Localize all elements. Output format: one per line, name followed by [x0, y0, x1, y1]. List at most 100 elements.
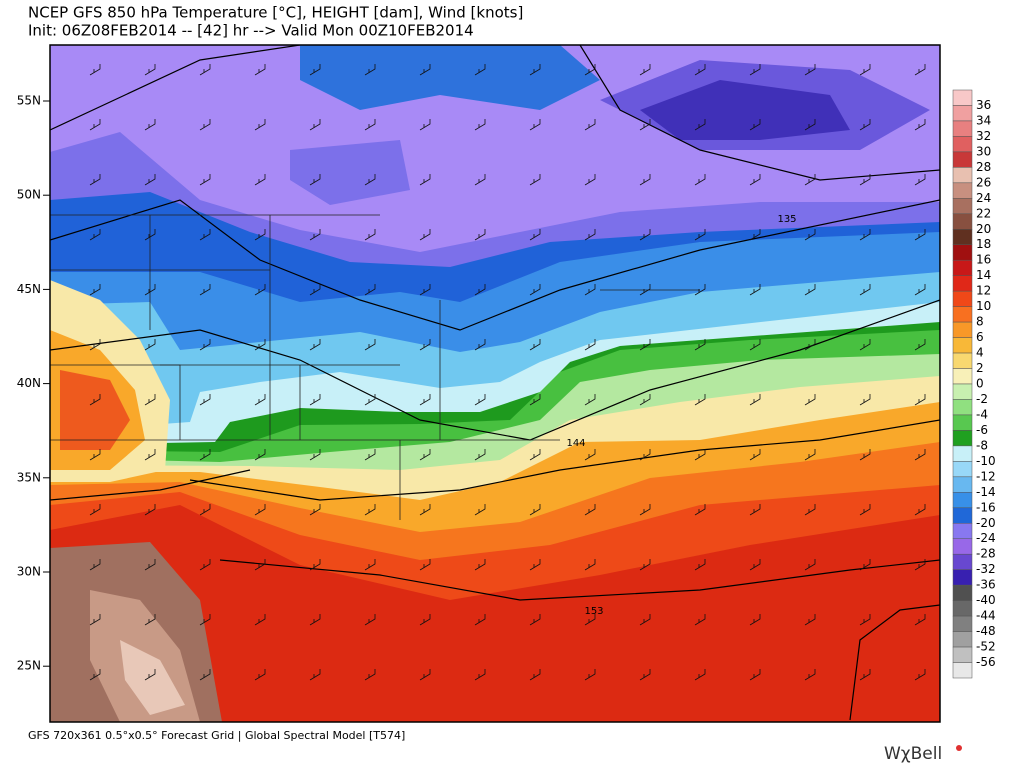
wind-barb — [89, 614, 101, 626]
wind-barb — [419, 394, 431, 406]
wind-barb — [749, 394, 761, 406]
wind-barb — [474, 174, 486, 186]
wind-barb — [89, 504, 101, 516]
wind-barb — [694, 339, 706, 351]
wind-barb — [199, 229, 211, 241]
colorbar-label: -10 — [976, 454, 996, 468]
colorbar-cell — [952, 306, 973, 323]
title: NCEP GFS 850 hPa Temperature [°C], HEIGH… — [28, 4, 523, 22]
wind-barb — [144, 119, 156, 131]
wind-barb — [144, 64, 156, 76]
wind-barb — [749, 669, 761, 681]
wind-barb — [254, 229, 266, 241]
colorbar-label: -56 — [976, 655, 996, 669]
colorbar-label: -8 — [976, 438, 988, 452]
wind-barb — [144, 559, 156, 571]
wind-barb — [309, 229, 321, 241]
wind-barb — [804, 449, 816, 461]
wind-barb — [639, 339, 651, 351]
wind-barb — [199, 449, 211, 461]
colorbar-cell — [952, 259, 973, 276]
colorbar-label: 4 — [976, 346, 984, 360]
colorbar-cell — [952, 337, 973, 354]
wind-barb — [584, 394, 596, 406]
subtitle: Init: 06Z08FEB2014 -- [42] hr --> Valid … — [28, 22, 474, 40]
wind-barb — [254, 284, 266, 296]
map-field — [50, 45, 940, 722]
wind-barb — [89, 449, 101, 461]
wind-barb — [364, 614, 376, 626]
wind-barb — [364, 669, 376, 681]
wind-barb — [199, 64, 211, 76]
contour-label: 135 — [777, 214, 796, 225]
colorbar-cell — [952, 244, 973, 261]
wind-barb — [804, 394, 816, 406]
wind-barb — [639, 174, 651, 186]
colorbar-cell — [952, 229, 973, 245]
wind-barb — [584, 559, 596, 571]
height-contour — [579, 45, 940, 181]
height-contour — [50, 199, 940, 331]
colorbar-label: -12 — [976, 469, 996, 483]
wind-barb — [749, 559, 761, 571]
wind-barb — [859, 339, 871, 351]
colorbar-label: -4 — [976, 407, 988, 421]
wind-barb — [254, 119, 266, 131]
wind-barb — [749, 614, 761, 626]
wind-barb — [474, 229, 486, 241]
colorbar-cell — [952, 352, 973, 369]
colorbar-cell — [952, 383, 973, 400]
wind-barb — [89, 284, 101, 296]
temp-region — [60, 370, 130, 450]
colorbar-label: -16 — [976, 500, 996, 514]
latitude-label: 35N — [17, 470, 41, 484]
logo-dot — [956, 745, 962, 751]
wind-barb — [859, 669, 871, 681]
wind-barb — [419, 669, 431, 681]
wind-barb — [694, 614, 706, 626]
wind-barb — [914, 669, 926, 681]
wind-barb — [749, 339, 761, 351]
wind-barb — [254, 64, 266, 76]
colorbar-label: 34 — [976, 113, 991, 127]
wind-barb — [749, 229, 761, 241]
wind-barb — [309, 174, 321, 186]
wind-barb — [859, 284, 871, 296]
wind-barb — [914, 64, 926, 76]
colorbar-label: -6 — [976, 423, 988, 437]
latitude-label: 30N — [17, 565, 41, 579]
wind-barb — [254, 174, 266, 186]
wind-barb — [364, 64, 376, 76]
colorbar-cell — [952, 615, 973, 632]
wind-barb — [529, 504, 541, 516]
wind-barb — [419, 559, 431, 571]
wind-barb — [89, 339, 101, 351]
temp-region — [300, 45, 600, 110]
wind-barb — [694, 119, 706, 131]
wind-barb — [749, 174, 761, 186]
colorbar-label: -40 — [976, 593, 996, 607]
wind-barb — [474, 504, 486, 516]
wind-barb — [914, 229, 926, 241]
colorbar-cell — [952, 89, 973, 106]
wind-barb — [309, 449, 321, 461]
wind-barb — [584, 339, 596, 351]
wind-barb — [804, 504, 816, 516]
wind-barb — [419, 119, 431, 131]
colorbar-cell — [952, 445, 973, 462]
wind-barb — [639, 284, 651, 296]
colorbar-label: 8 — [976, 315, 984, 329]
wind-barb — [804, 174, 816, 186]
wind-barb — [529, 449, 541, 461]
wind-barb — [529, 284, 541, 296]
wind-barb — [584, 64, 596, 76]
wind-barb — [309, 504, 321, 516]
temp-region — [640, 80, 850, 140]
colorbar-cell — [952, 275, 973, 292]
wind-barb — [364, 449, 376, 461]
wind-barb — [859, 559, 871, 571]
wind-barb — [859, 504, 871, 516]
colorbar-cell — [952, 476, 973, 493]
